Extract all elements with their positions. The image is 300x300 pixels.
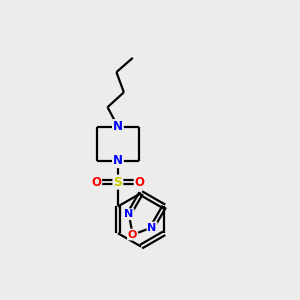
Text: O: O [135, 176, 145, 189]
Text: N: N [147, 223, 157, 232]
Text: O: O [91, 176, 101, 189]
Text: N: N [124, 209, 134, 219]
Text: N: N [113, 154, 123, 167]
Text: S: S [113, 176, 122, 189]
Text: O: O [128, 230, 137, 239]
Text: N: N [113, 120, 123, 133]
